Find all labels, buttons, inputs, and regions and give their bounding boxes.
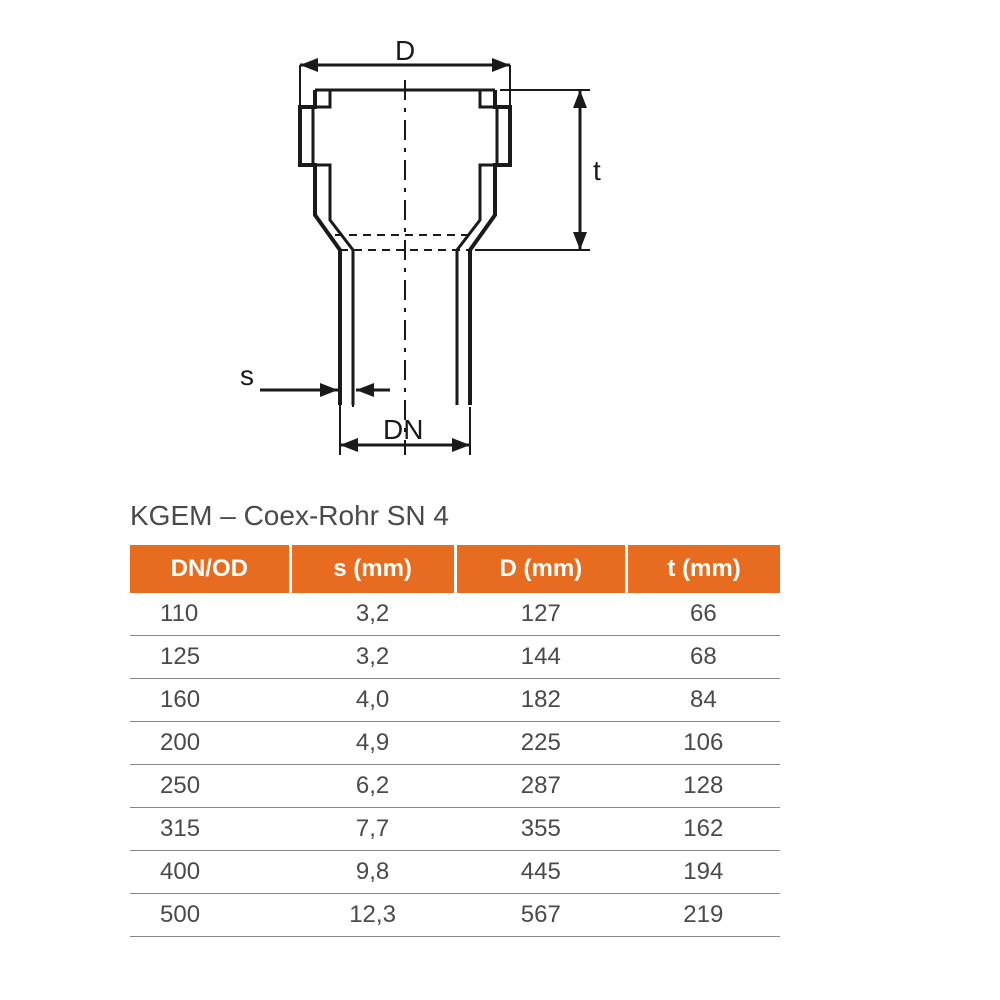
table-cell: 219 <box>627 894 780 937</box>
table-row: 1103,212766 <box>130 593 780 636</box>
table-cell: 355 <box>455 808 627 851</box>
table-cell: 4,9 <box>290 722 455 765</box>
table-row: 4009,8445194 <box>130 851 780 894</box>
table-cell: 12,3 <box>290 894 455 937</box>
table-cell: 3,2 <box>290 593 455 636</box>
col-header: D (mm) <box>455 545 627 593</box>
table-cell: 127 <box>455 593 627 636</box>
table-cell: 6,2 <box>290 765 455 808</box>
table-cell: 128 <box>627 765 780 808</box>
table-row: 2506,2287128 <box>130 765 780 808</box>
table-cell: 66 <box>627 593 780 636</box>
dim-label-s: s <box>240 360 254 391</box>
table-cell: 225 <box>455 722 627 765</box>
table-cell: 68 <box>627 636 780 679</box>
table-cell: 567 <box>455 894 627 937</box>
table-cell: 4,0 <box>290 679 455 722</box>
pipe-diagram: D t s DN <box>200 35 680 475</box>
table-row: 1253,214468 <box>130 636 780 679</box>
table-cell: 500 <box>130 894 290 937</box>
table-cell: 315 <box>130 808 290 851</box>
table-cell: 144 <box>455 636 627 679</box>
col-header: DN/OD <box>130 545 290 593</box>
dim-label-dn: DN <box>383 414 423 445</box>
table-cell: 110 <box>130 593 290 636</box>
table-row: 1604,018284 <box>130 679 780 722</box>
table-cell: 3,2 <box>290 636 455 679</box>
table-cell: 84 <box>627 679 780 722</box>
table-row: 2004,9225106 <box>130 722 780 765</box>
table-title: KGEM – Coex-Rohr SN 4 <box>130 500 449 532</box>
table-cell: 200 <box>130 722 290 765</box>
col-header: s (mm) <box>290 545 455 593</box>
dim-label-d: D <box>395 35 415 66</box>
table-cell: 7,7 <box>290 808 455 851</box>
table-cell: 106 <box>627 722 780 765</box>
table-cell: 160 <box>130 679 290 722</box>
table-cell: 194 <box>627 851 780 894</box>
table-cell: 400 <box>130 851 290 894</box>
table-cell: 182 <box>455 679 627 722</box>
table-cell: 125 <box>130 636 290 679</box>
table-cell: 287 <box>455 765 627 808</box>
table-cell: 9,8 <box>290 851 455 894</box>
table-header-row: DN/OD s (mm) D (mm) t (mm) <box>130 545 780 593</box>
dim-label-t: t <box>593 155 601 186</box>
spec-table: DN/OD s (mm) D (mm) t (mm) 1103,21276612… <box>130 545 780 937</box>
table-row: 50012,3567219 <box>130 894 780 937</box>
table-cell: 445 <box>455 851 627 894</box>
table-row: 3157,7355162 <box>130 808 780 851</box>
table-cell: 162 <box>627 808 780 851</box>
table-cell: 250 <box>130 765 290 808</box>
col-header: t (mm) <box>627 545 780 593</box>
